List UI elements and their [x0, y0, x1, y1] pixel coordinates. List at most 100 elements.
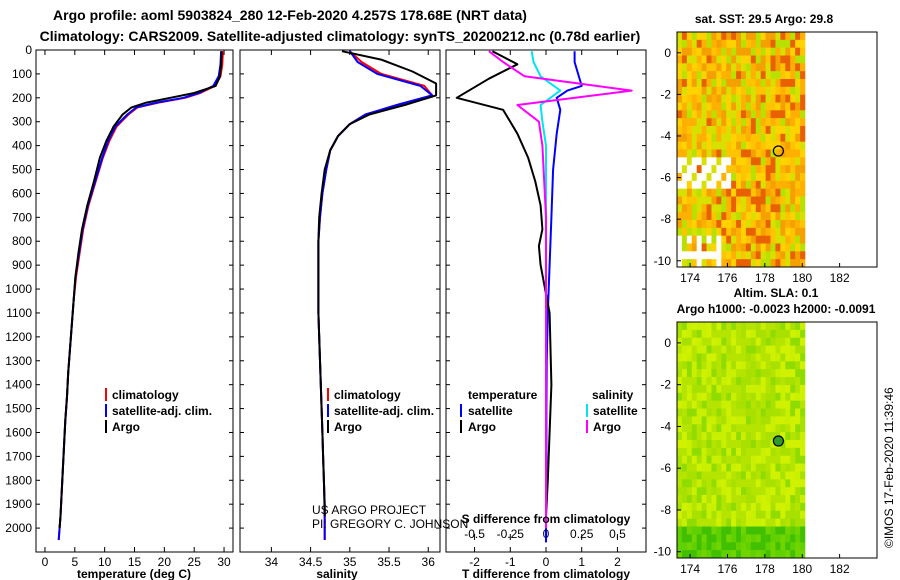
series-line-satellite-adj-clim- — [57, 51, 223, 541]
map-cell — [686, 212, 693, 221]
map-cell — [736, 479, 742, 488]
map-cell — [765, 526, 771, 535]
map-cell — [686, 102, 693, 111]
map-cell — [750, 251, 757, 260]
map-cell — [711, 55, 717, 64]
map-cell — [785, 534, 791, 543]
map-cell — [790, 157, 796, 166]
map-cell — [711, 542, 717, 551]
map-cell — [726, 455, 732, 464]
map-cell — [696, 102, 702, 111]
map-cell — [691, 259, 697, 268]
map-cell — [745, 259, 752, 268]
map-cell — [775, 353, 781, 362]
map-cell — [701, 455, 707, 464]
map-cell — [691, 220, 697, 229]
map-cell — [691, 502, 697, 512]
map-cell — [696, 377, 702, 386]
map-cell — [760, 329, 766, 339]
map-cell — [677, 188, 683, 197]
map-cell — [745, 384, 752, 394]
map-cell — [701, 479, 707, 488]
map-x-tick-label: 182 — [830, 271, 850, 285]
map-cell — [716, 455, 722, 464]
map-cell — [731, 329, 737, 339]
map-cell — [681, 345, 688, 354]
map-cell — [691, 337, 697, 346]
map-cell — [691, 487, 697, 496]
y-tick-label: 0 — [25, 43, 32, 57]
map-cell — [677, 432, 683, 441]
map-cell — [800, 471, 806, 480]
map-cell — [726, 424, 732, 433]
map-cell — [755, 157, 761, 166]
map-cell — [677, 322, 683, 331]
map-cell — [691, 157, 697, 166]
map-cell — [716, 102, 722, 111]
map-cell — [790, 220, 796, 229]
map-cell — [706, 165, 712, 174]
map-cell — [691, 86, 697, 95]
map-cell — [780, 180, 786, 189]
map-cell — [770, 220, 776, 229]
map-cell — [765, 47, 771, 56]
map-cell — [681, 243, 688, 252]
map-cell — [795, 204, 801, 213]
map-cell — [691, 455, 697, 464]
map-cell — [716, 550, 722, 559]
y-tick-label: 500 — [12, 163, 32, 177]
map-cell — [731, 337, 737, 346]
map-cell — [775, 110, 781, 119]
map-cell — [795, 94, 801, 103]
map-cell — [800, 251, 806, 260]
map-cell — [726, 251, 732, 260]
map-cell — [691, 526, 697, 535]
map-cell — [785, 47, 791, 56]
map-cell — [681, 173, 688, 182]
map-cell — [800, 369, 806, 378]
map-cell — [731, 392, 737, 401]
map-cell — [731, 79, 737, 88]
map-cell — [726, 479, 732, 488]
map-cell — [696, 510, 702, 519]
map-cell — [716, 165, 722, 174]
map-cell — [775, 361, 781, 370]
map-cell — [775, 94, 781, 103]
map-cell — [780, 196, 786, 205]
x-tick-label: 2 — [614, 555, 621, 569]
map-cell — [706, 149, 712, 158]
map-cell — [741, 495, 747, 504]
map-cell — [677, 141, 683, 150]
map-cell — [696, 416, 702, 425]
map-cell — [706, 329, 712, 339]
map-cell — [780, 102, 786, 111]
map-cell — [785, 518, 791, 527]
map-cell — [686, 337, 693, 346]
map-cell — [780, 141, 786, 150]
map-cell — [691, 408, 697, 417]
map-cell — [736, 47, 742, 56]
map-cell — [731, 94, 737, 103]
map-cell — [716, 526, 722, 535]
map-cell — [760, 196, 766, 205]
map-cell — [691, 32, 697, 41]
map-cell — [696, 180, 702, 189]
map-cell — [696, 329, 702, 339]
map-cell — [785, 251, 791, 260]
map-cell — [775, 39, 781, 48]
map-cell — [765, 126, 771, 135]
map-cell — [765, 157, 771, 166]
map-cell — [691, 212, 697, 221]
map-cell — [780, 251, 786, 260]
map-cell — [790, 79, 796, 88]
map-cell — [775, 212, 781, 221]
map-cell — [741, 79, 747, 88]
map-cell — [686, 471, 693, 480]
legend-label-s-satellite: satellite — [593, 404, 638, 418]
y-tick-label: 1400 — [5, 378, 32, 392]
map-cell — [775, 510, 781, 519]
map-cell — [711, 447, 717, 457]
map-cell — [780, 361, 786, 370]
map-cell — [686, 416, 693, 425]
map-cell — [790, 243, 796, 252]
